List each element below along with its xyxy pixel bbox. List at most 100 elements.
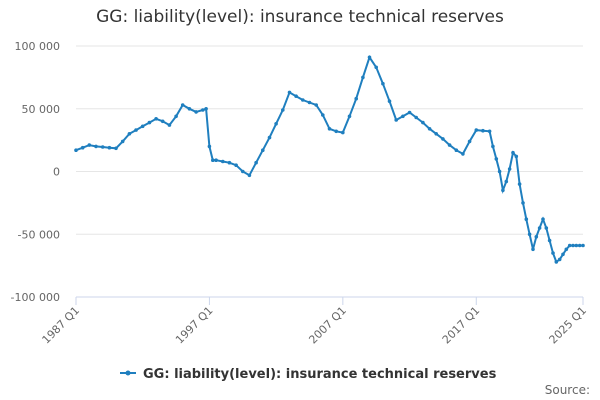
data-point[interactable]: [314, 103, 319, 107]
data-point[interactable]: [87, 143, 92, 147]
data-point[interactable]: [281, 108, 285, 112]
y-tick-label: -100 000: [11, 291, 60, 304]
data-point[interactable]: [140, 124, 145, 129]
data-point[interactable]: [394, 118, 399, 122]
data-point[interactable]: [571, 243, 575, 248]
data-point[interactable]: [577, 243, 582, 248]
data-point[interactable]: [120, 139, 125, 144]
data-point[interactable]: [557, 257, 562, 262]
data-point[interactable]: [514, 154, 519, 159]
data-point[interactable]: [427, 127, 432, 131]
data-point[interactable]: [474, 128, 479, 132]
data-point[interactable]: [274, 122, 278, 126]
chart-title: GG: liability(level): insurance technica…: [96, 7, 504, 27]
data-point[interactable]: [544, 226, 549, 230]
x-tick-label: 2007 Q1: [306, 304, 349, 347]
legend-label: GG: liability(level): insurance technica…: [143, 367, 497, 382]
data-point[interactable]: [511, 150, 515, 155]
data-point[interactable]: [414, 115, 419, 120]
data-point[interactable]: [434, 132, 439, 136]
data-point[interactable]: [334, 129, 339, 134]
data-point[interactable]: [401, 114, 405, 119]
data-point[interactable]: [301, 98, 305, 102]
data-point[interactable]: [447, 143, 452, 147]
data-point[interactable]: [481, 128, 485, 133]
data-point[interactable]: [261, 148, 265, 152]
data-point[interactable]: [561, 252, 565, 257]
data-point[interactable]: [321, 113, 325, 117]
data-point[interactable]: [154, 117, 158, 121]
data-point[interactable]: [374, 65, 379, 70]
data-point[interactable]: [107, 145, 112, 150]
data-point[interactable]: [194, 110, 198, 114]
data-point[interactable]: [94, 144, 98, 149]
data-point[interactable]: [527, 232, 532, 237]
data-point[interactable]: [160, 119, 165, 124]
data-point[interactable]: [201, 108, 205, 112]
data-point[interactable]: [180, 103, 185, 107]
data-point[interactable]: [461, 152, 465, 156]
data-point[interactable]: [531, 247, 535, 252]
data-point[interactable]: [491, 144, 495, 149]
data-point[interactable]: [211, 158, 215, 162]
data-point[interactable]: [467, 139, 472, 144]
y-tick-label: 0: [53, 166, 60, 179]
legend-marker-icon: [125, 370, 131, 376]
data-point[interactable]: [207, 144, 212, 149]
data-point[interactable]: [421, 120, 425, 125]
data-point[interactable]: [114, 146, 118, 151]
data-point[interactable]: [574, 243, 579, 248]
data-point[interactable]: [287, 90, 292, 95]
data-point[interactable]: [227, 160, 232, 165]
data-point[interactable]: [187, 107, 192, 111]
data-point[interactable]: [341, 130, 345, 135]
data-point[interactable]: [347, 114, 352, 119]
data-point[interactable]: [307, 100, 312, 105]
data-point[interactable]: [534, 235, 539, 239]
data-point[interactable]: [441, 137, 445, 141]
data-point[interactable]: [454, 148, 459, 152]
legend[interactable]: GG: liability(level): insurance technica…: [120, 367, 497, 382]
data-point[interactable]: [537, 226, 542, 230]
data-point[interactable]: [381, 81, 385, 86]
data-point[interactable]: [294, 94, 298, 98]
data-point[interactable]: [517, 182, 522, 186]
data-point[interactable]: [247, 173, 252, 178]
data-point[interactable]: [167, 123, 172, 127]
data-point[interactable]: [367, 55, 372, 60]
data-point[interactable]: [241, 169, 245, 174]
data-point[interactable]: [494, 157, 499, 161]
data-point[interactable]: [267, 135, 272, 140]
data-point[interactable]: [214, 158, 218, 162]
data-point[interactable]: [147, 120, 152, 125]
data-point[interactable]: [254, 160, 258, 165]
data-point[interactable]: [387, 99, 392, 103]
data-point[interactable]: [221, 159, 225, 164]
data-point[interactable]: [327, 127, 332, 131]
data-point[interactable]: [134, 128, 138, 132]
data-point[interactable]: [541, 217, 545, 221]
data-point[interactable]: [524, 217, 529, 221]
data-point[interactable]: [361, 75, 365, 80]
data-point[interactable]: [174, 114, 178, 119]
data-point[interactable]: [234, 163, 238, 167]
data-point[interactable]: [127, 132, 132, 136]
data-point[interactable]: [547, 238, 552, 243]
data-point[interactable]: [551, 251, 555, 255]
data-point[interactable]: [80, 145, 85, 150]
data-point[interactable]: [507, 167, 512, 171]
data-point[interactable]: [567, 243, 572, 248]
data-point[interactable]: [487, 129, 492, 134]
data-point[interactable]: [74, 148, 78, 152]
data-point[interactable]: [204, 107, 208, 111]
data-point[interactable]: [501, 188, 505, 193]
data-point[interactable]: [581, 243, 585, 248]
data-point[interactable]: [100, 145, 105, 149]
data-point[interactable]: [354, 96, 359, 101]
data-point[interactable]: [521, 201, 525, 205]
data-point[interactable]: [407, 110, 412, 115]
data-point[interactable]: [564, 247, 569, 252]
data-point[interactable]: [554, 260, 559, 264]
data-point[interactable]: [497, 169, 502, 174]
data-point[interactable]: [504, 179, 509, 184]
